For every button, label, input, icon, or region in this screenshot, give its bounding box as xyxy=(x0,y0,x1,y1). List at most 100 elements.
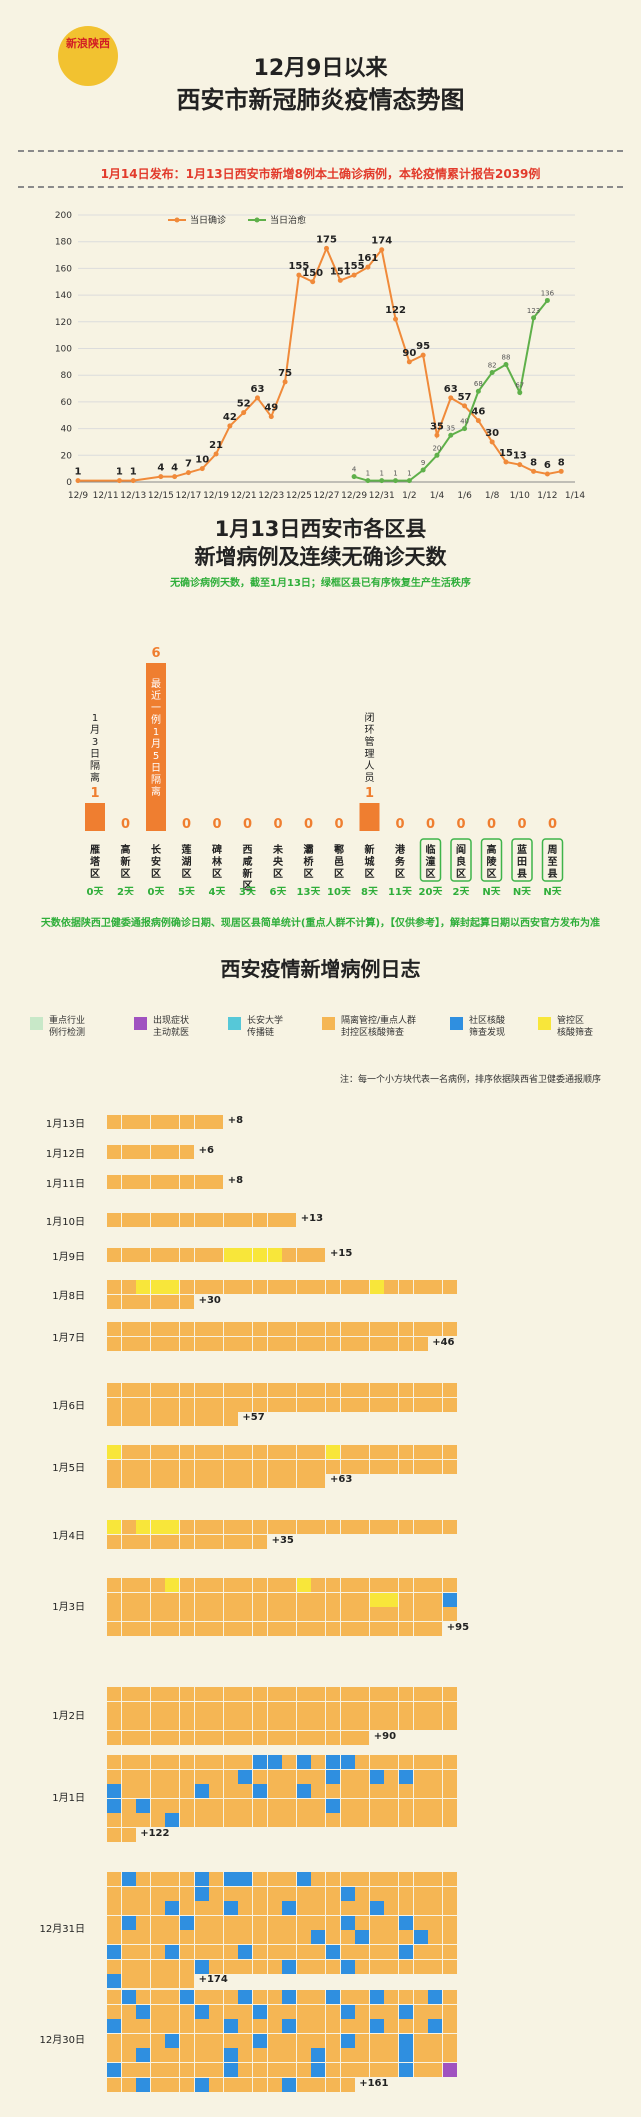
bar-annotation: 离 xyxy=(151,785,161,798)
case-square xyxy=(121,1578,136,1592)
case-square xyxy=(399,1280,413,1294)
case-square xyxy=(442,1280,457,1294)
case-square xyxy=(311,1798,326,1813)
case-square xyxy=(442,1769,457,1784)
case-square xyxy=(326,1945,340,1959)
case-square xyxy=(150,1784,165,1799)
case-square xyxy=(296,2019,311,2034)
log-date-label: 1月2日 xyxy=(52,1711,85,1723)
page-title-line2: 西安市新冠肺炎疫情态势图 xyxy=(176,86,465,114)
data-label: 95 xyxy=(416,341,430,352)
case-square xyxy=(107,1886,121,1901)
case-square xyxy=(121,1248,136,1262)
case-square xyxy=(413,1520,428,1534)
case-square xyxy=(384,1621,399,1636)
case-square xyxy=(180,1990,194,2004)
x-tick-label: 12/19 xyxy=(203,491,229,501)
case-square xyxy=(238,1621,253,1636)
case-square xyxy=(296,1990,311,2004)
bar-value-label: 0 xyxy=(395,817,404,832)
case-square xyxy=(150,1716,165,1731)
case-square xyxy=(238,1901,253,1916)
case-square xyxy=(340,2004,355,2019)
case-square xyxy=(340,1383,355,1397)
case-square xyxy=(326,1901,340,1916)
case-square xyxy=(355,1769,370,1784)
case-square xyxy=(282,1445,297,1459)
case-square xyxy=(121,2063,136,2077)
case-square xyxy=(136,1578,151,1592)
case-square xyxy=(296,1445,311,1459)
case-square xyxy=(136,1459,151,1474)
case-square xyxy=(355,1872,370,1886)
case-square xyxy=(194,1872,209,1886)
case-square xyxy=(238,1322,253,1336)
data-label: 20 xyxy=(432,444,441,452)
case-square xyxy=(326,1336,340,1351)
data-point xyxy=(462,403,468,409)
case-square xyxy=(238,1474,253,1489)
case-square xyxy=(165,1115,180,1129)
case-square xyxy=(267,1701,282,1716)
case-square xyxy=(165,1280,180,1294)
case-square xyxy=(311,1990,326,2004)
case-square xyxy=(121,1520,136,1534)
case-square xyxy=(413,1872,428,1886)
data-label: 13 xyxy=(513,451,527,462)
case-square xyxy=(428,2033,443,2048)
data-point xyxy=(544,471,550,477)
case-square xyxy=(282,1474,297,1489)
case-square xyxy=(150,1459,165,1474)
case-square xyxy=(150,1213,165,1227)
data-point xyxy=(296,272,302,278)
case-square xyxy=(194,1534,209,1549)
case-square xyxy=(442,1716,457,1731)
case-square xyxy=(355,2019,370,2034)
case-square xyxy=(107,1828,121,1842)
case-square xyxy=(428,1886,443,1901)
case-square xyxy=(238,1578,253,1592)
data-point xyxy=(448,395,454,401)
case-square xyxy=(121,1701,136,1716)
case-square xyxy=(384,1886,399,1901)
case-square xyxy=(282,1336,297,1351)
case-square xyxy=(428,1959,443,1974)
divider xyxy=(18,150,623,152)
case-square xyxy=(282,2063,297,2077)
case-square xyxy=(428,1784,443,1799)
case-square xyxy=(311,1945,326,1959)
legend-swatch xyxy=(538,1017,551,1030)
case-square xyxy=(369,1930,384,1945)
x-tick-label: 1/6 xyxy=(457,491,472,501)
case-square xyxy=(150,1412,165,1427)
case-square xyxy=(238,1336,253,1351)
log-count-label: +161 xyxy=(359,2077,389,2089)
case-square xyxy=(340,1280,355,1294)
data-point xyxy=(393,316,399,322)
case-square xyxy=(209,1959,224,1974)
case-square xyxy=(194,1248,209,1262)
case-square xyxy=(150,1248,165,1262)
case-square xyxy=(209,1798,224,1813)
data-label: 1 xyxy=(130,467,137,478)
bar-value-label: 0 xyxy=(548,817,557,832)
case-square xyxy=(311,1901,326,1916)
case-square xyxy=(238,1607,253,1622)
case-square xyxy=(413,1813,428,1828)
case-square xyxy=(311,1383,326,1397)
case-square xyxy=(384,1383,399,1397)
case-square xyxy=(136,1915,151,1930)
case-square xyxy=(253,2077,267,2092)
case-square xyxy=(369,1755,384,1769)
case-square xyxy=(267,1959,282,1974)
case-square xyxy=(282,1397,297,1412)
case-square xyxy=(121,2033,136,2048)
data-label: 155 xyxy=(344,261,365,272)
data-label: 82 xyxy=(488,362,497,370)
case-square xyxy=(326,1520,340,1534)
data-point xyxy=(558,468,564,474)
case-square xyxy=(326,1687,340,1701)
case-square xyxy=(355,1701,370,1716)
x-tick-label: 1/10 xyxy=(510,491,530,501)
